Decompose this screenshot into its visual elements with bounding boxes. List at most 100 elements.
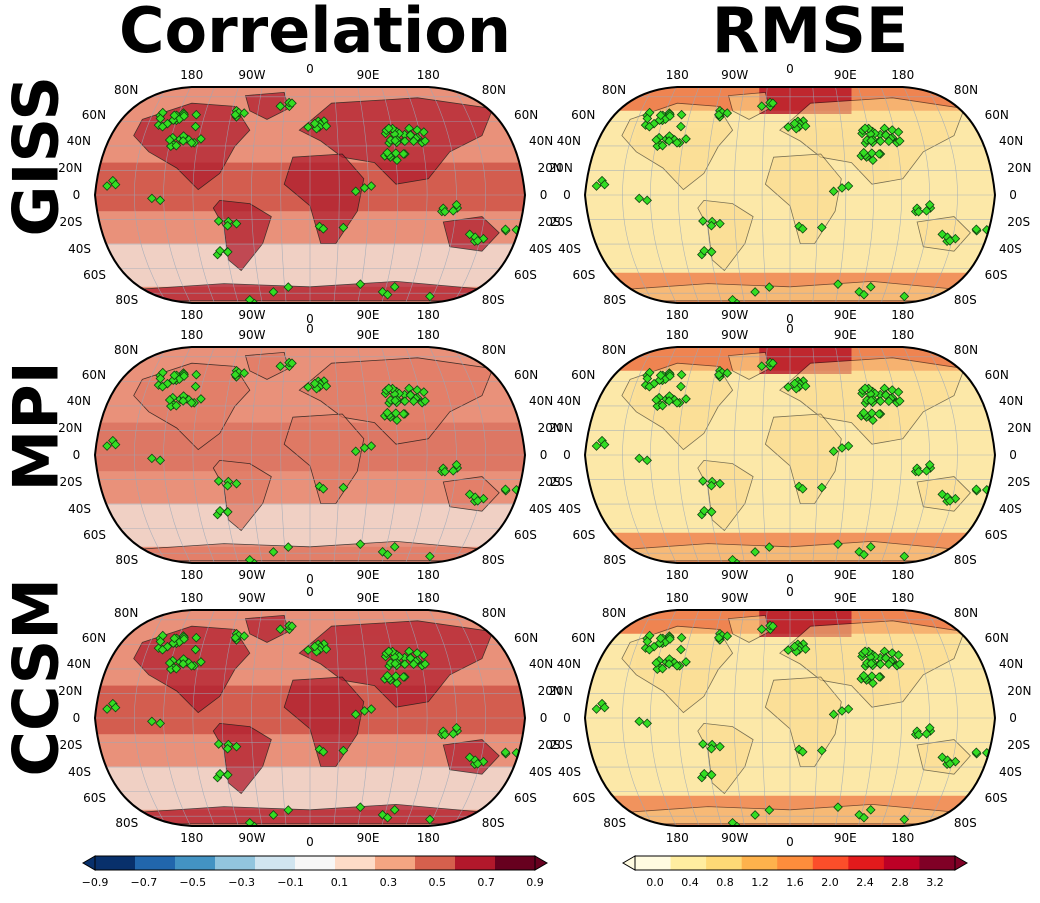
longitude-tick-label: 180 <box>417 568 440 582</box>
station-marker <box>866 395 876 406</box>
latitude-tick-label-right: 20N <box>1007 161 1031 175</box>
station-marker <box>681 394 691 404</box>
station-marker <box>318 747 329 757</box>
station-marker <box>408 136 419 146</box>
station-marker <box>860 646 870 657</box>
latitude-tick-label-right: 60N <box>985 368 1009 382</box>
station-marker <box>816 745 827 756</box>
station-marker <box>390 658 400 669</box>
map-frame <box>93 86 527 304</box>
station-marker <box>392 678 402 689</box>
station-marker <box>884 396 894 406</box>
station-marker <box>706 507 717 517</box>
station-marker <box>400 396 410 407</box>
latitude-tick-label-right: 80S <box>954 553 977 567</box>
station-marker <box>157 121 168 132</box>
station-marker <box>171 140 182 151</box>
longitude-tick-label: 180 <box>891 308 914 322</box>
station-marker <box>196 394 206 404</box>
latitude-tick-label-left: 40N <box>557 134 581 148</box>
station-marker <box>440 206 450 217</box>
station-marker <box>816 482 827 493</box>
station-marker <box>425 814 435 825</box>
station-marker <box>665 371 675 381</box>
longitude-tick-label: 0 <box>306 322 314 336</box>
latitude-tick-label-right: 20N <box>1007 421 1031 435</box>
longitude-tick-label: 90W <box>721 591 748 605</box>
latitude-tick-label-left: 60S <box>572 268 595 282</box>
latitude-tick-label-right: 80S <box>954 816 977 830</box>
station-marker <box>359 183 370 193</box>
station-marker <box>249 821 260 826</box>
station-marker <box>865 282 876 292</box>
station-marker <box>191 369 202 380</box>
station-marker <box>893 387 904 397</box>
latitude-tick-label-right: 0 <box>540 711 548 725</box>
station-marker <box>275 624 286 635</box>
station-marker <box>706 220 717 231</box>
station-marker <box>231 218 242 229</box>
latitude-tick-label-right: 20S <box>1007 215 1030 229</box>
station-marker <box>222 220 233 231</box>
latitude-tick-label-right: 40N <box>999 134 1023 148</box>
longitude-tick-label: 90W <box>238 568 265 582</box>
longitude-tick-label: 180 <box>417 591 440 605</box>
longitude-tick-label: 180 <box>666 308 689 322</box>
station-marker <box>714 632 724 643</box>
colorbar-tick-label: 2.0 <box>821 876 839 889</box>
station-marker <box>164 135 175 145</box>
station-marker <box>420 396 430 406</box>
longitude-tick-label: 90E <box>357 308 380 322</box>
station-marker <box>672 660 682 671</box>
colorbar-rmse: 0.0 0.4 0.8 1.2 1.6 2.0 2.4 2.8 3.2 <box>622 855 968 889</box>
station-marker <box>404 383 414 394</box>
latitude-tick-label-left: 80S <box>115 553 138 567</box>
station-marker <box>404 123 414 134</box>
station-marker <box>699 245 710 256</box>
colorbar-swatch <box>812 856 849 870</box>
latitude-tick-label-left: 20S <box>60 475 83 489</box>
station-marker <box>797 224 808 234</box>
station-marker <box>398 409 409 419</box>
station-marker <box>644 121 655 132</box>
station-marker <box>858 670 869 681</box>
station-marker <box>350 709 361 720</box>
station-marker <box>321 121 332 131</box>
station-marker <box>382 289 393 300</box>
station-marker <box>472 235 483 246</box>
station-marker <box>338 482 349 493</box>
station-marker <box>651 135 662 145</box>
longitude-tick-label: 180 <box>891 328 914 342</box>
station-marker <box>634 453 645 464</box>
station-marker <box>102 704 112 714</box>
station-marker <box>971 747 982 758</box>
station-marker <box>178 396 188 406</box>
latitude-tick-label-left: 0 <box>563 188 571 202</box>
station-marker <box>191 632 202 643</box>
station-marker <box>169 370 180 381</box>
latitude-tick-label-right: 80S <box>954 293 977 307</box>
station-marker <box>178 136 188 146</box>
station-marker <box>837 183 847 193</box>
station-marker <box>303 382 313 392</box>
station-marker <box>816 222 827 233</box>
station-marker <box>676 632 687 643</box>
map-panel-correlation-2 <box>95 610 525 826</box>
latitude-tick-label-left: 20S <box>60 738 83 752</box>
latitude-tick-label-right: 80N <box>954 606 978 620</box>
longitude-tick-label: 0 <box>306 585 314 599</box>
station-marker <box>672 397 682 408</box>
colorbar-min-arrow <box>622 855 636 871</box>
station-marker <box>448 466 458 476</box>
station-marker <box>783 645 793 655</box>
latitude-tick-label-right: 20N <box>538 161 562 175</box>
station-marker <box>171 400 182 411</box>
station-marker <box>875 396 886 407</box>
station-marker <box>884 659 894 669</box>
station-marker <box>894 136 905 146</box>
station-marker <box>764 805 775 815</box>
latitude-tick-label-left: 60S <box>83 528 106 542</box>
colorbar-tick-label: −0.3 <box>228 876 255 889</box>
station-marker <box>147 453 157 464</box>
